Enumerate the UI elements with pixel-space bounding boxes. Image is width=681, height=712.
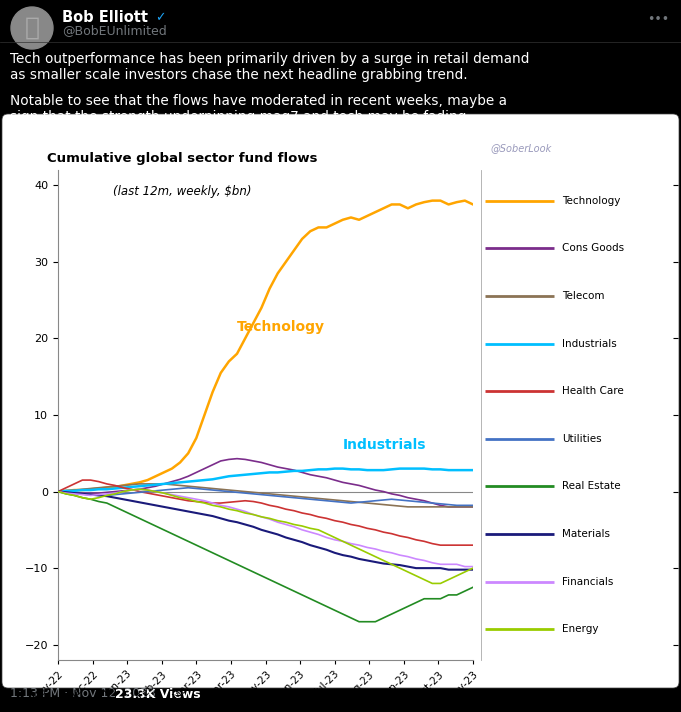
- Text: Cumulative global sector fund flows: Cumulative global sector fund flows: [47, 152, 318, 165]
- Text: Materials: Materials: [562, 529, 609, 539]
- Text: Health Care: Health Care: [562, 386, 623, 396]
- Text: Telecom: Telecom: [562, 291, 604, 301]
- Text: Bob Elliott: Bob Elliott: [62, 11, 148, 26]
- Text: @BobEUnlimited: @BobEUnlimited: [62, 24, 167, 38]
- Text: Industrials: Industrials: [343, 439, 426, 452]
- Text: sign that the strength underpinning mag7 and tech may be fading.: sign that the strength underpinning mag7…: [10, 110, 471, 124]
- Text: as smaller scale investors chase the next headline grabbing trend.: as smaller scale investors chase the nex…: [10, 68, 468, 82]
- Text: •••: •••: [647, 13, 669, 26]
- Text: Real Estate: Real Estate: [562, 481, 620, 491]
- Text: Technology: Technology: [562, 196, 620, 206]
- Text: 1:13 PM · Nov 12, 2023 ·: 1:13 PM · Nov 12, 2023 ·: [10, 688, 168, 701]
- Text: Industrials: Industrials: [562, 338, 616, 349]
- Text: (last 12m, weekly, $bn): (last 12m, weekly, $bn): [113, 184, 252, 198]
- Text: Cons Goods: Cons Goods: [562, 244, 624, 253]
- Text: Tech outperformance has been primarily driven by a surge in retail demand: Tech outperformance has been primarily d…: [10, 52, 529, 66]
- Text: Financials: Financials: [562, 577, 613, 587]
- Text: 👤: 👤: [25, 16, 39, 40]
- Circle shape: [11, 7, 53, 49]
- Text: ✓: ✓: [155, 11, 165, 24]
- Text: Energy: Energy: [562, 624, 598, 634]
- Text: @SoberLook: @SoberLook: [490, 143, 552, 153]
- Text: 23.3K Views: 23.3K Views: [115, 688, 201, 701]
- Text: Technology: Technology: [237, 320, 325, 334]
- Text: Utilities: Utilities: [562, 434, 601, 444]
- Text: Notable to see that the flows have moderated in recent weeks, maybe a: Notable to see that the flows have moder…: [10, 94, 507, 108]
- FancyBboxPatch shape: [2, 114, 679, 688]
